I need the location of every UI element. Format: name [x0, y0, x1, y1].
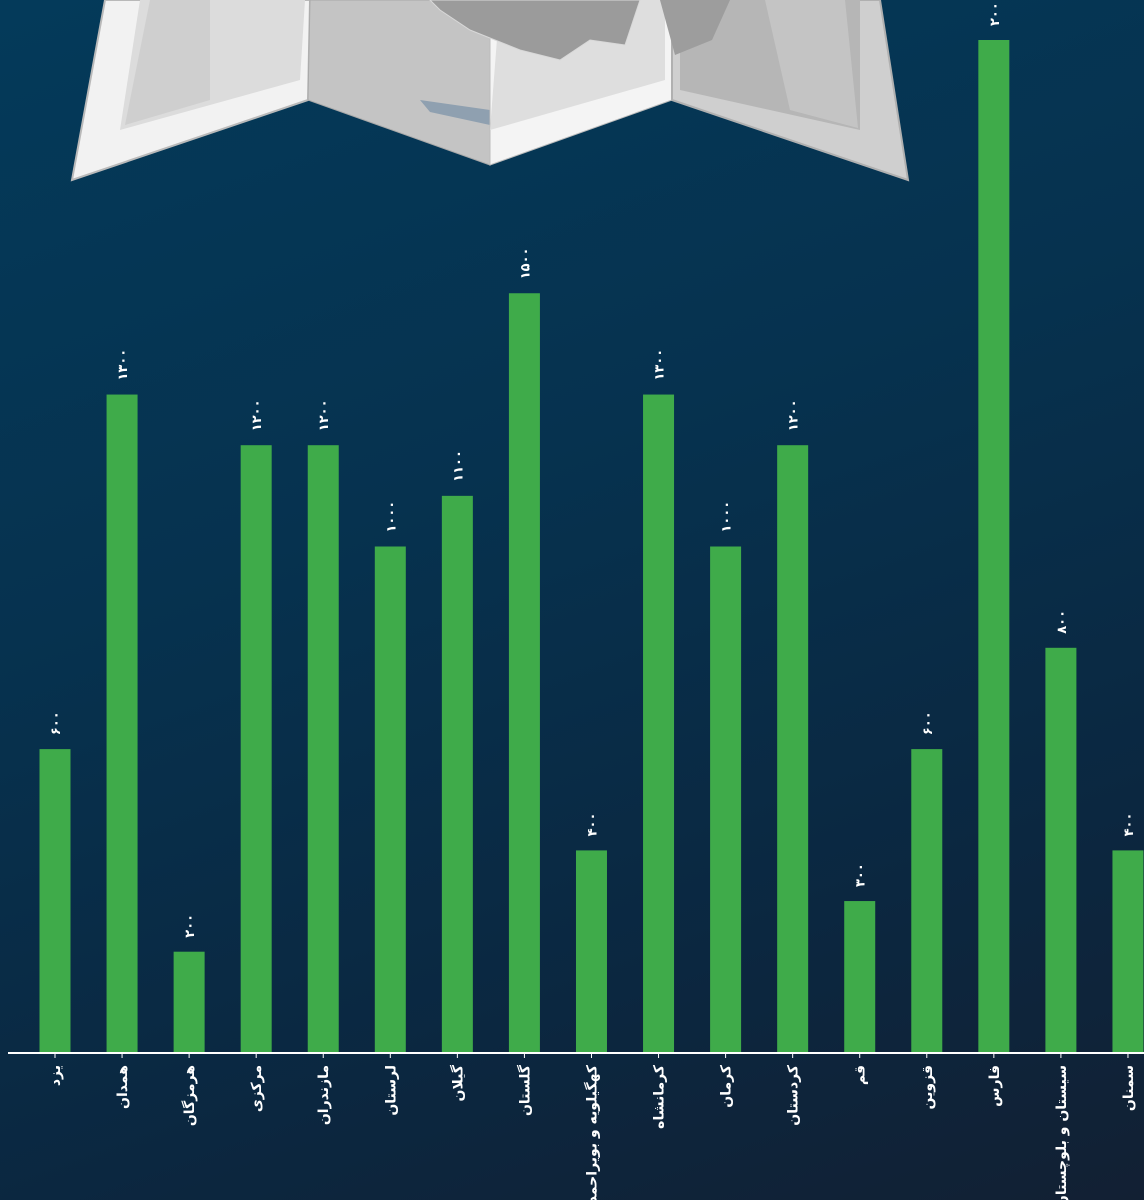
data-label: ۸۰۰ [1055, 610, 1070, 634]
data-label: ۱۰۰۰ [384, 501, 399, 533]
bar [39, 749, 71, 1053]
x-tick-label: مرکزی [249, 1065, 265, 1112]
data-label: ۱۰۰۰ [720, 501, 735, 533]
bar [374, 546, 406, 1053]
data-label: ۱۲۰۰ [250, 399, 265, 431]
x-tick-label: سمنان [1121, 1065, 1137, 1111]
x-tick-label: قزوین [920, 1065, 936, 1109]
folded-map-icon [70, 0, 910, 182]
bar [240, 445, 272, 1053]
x-tick-label: سیستان و بلوچستان [1054, 1065, 1070, 1200]
x-tick-label: قم [853, 1065, 869, 1085]
data-label: ۱۳۰۰ [116, 349, 131, 381]
x-tick-label: فارس [987, 1065, 1003, 1107]
data-label: ۱۵۰۰ [518, 248, 533, 280]
bar [441, 495, 473, 1054]
data-label: ۲۰۰ [183, 914, 198, 938]
data-label: ۳۰۰ [854, 863, 869, 887]
x-tick-label: لرستان [383, 1065, 399, 1116]
x-tick-label: گلستان [516, 1064, 533, 1116]
bar [978, 40, 1010, 1053]
x-tick-label: هرمزگان [181, 1065, 198, 1126]
data-label: ۱۲۰۰ [787, 399, 802, 431]
data-label: ۴۰۰ [1122, 813, 1137, 837]
x-tick-label: کهگیلویه و بویراحمد [583, 1064, 600, 1200]
data-label: ۱۱۰۰ [451, 450, 466, 482]
data-label: ۱۳۰۰ [653, 349, 668, 381]
bar [1045, 647, 1077, 1053]
bar [710, 546, 742, 1053]
bar [106, 394, 138, 1053]
x-tick-label: مازندران [316, 1065, 332, 1125]
bar [173, 951, 205, 1053]
bar [1112, 850, 1144, 1053]
bar [911, 749, 943, 1053]
bar [575, 850, 607, 1053]
bar [844, 901, 876, 1053]
x-tick-label: گیلان [449, 1064, 466, 1101]
bar [508, 293, 540, 1053]
data-label: ۱۲۰۰ [317, 399, 332, 431]
x-tick-label: کرمان [719, 1064, 735, 1108]
x-tick-label: یزد [48, 1065, 64, 1086]
bar [307, 445, 339, 1053]
x-tick-label: کردستان [786, 1064, 802, 1126]
data-label: ۶۰۰ [921, 711, 936, 735]
bar [777, 445, 809, 1053]
data-label: ۲۰۰۰ [988, 0, 1003, 26]
x-tick-label: کرمانشاه [652, 1064, 668, 1129]
bar [643, 394, 675, 1053]
data-label: ۶۰۰ [49, 711, 64, 735]
data-label: ۴۰۰ [585, 813, 600, 837]
x-tick-label: همدان [115, 1065, 131, 1109]
